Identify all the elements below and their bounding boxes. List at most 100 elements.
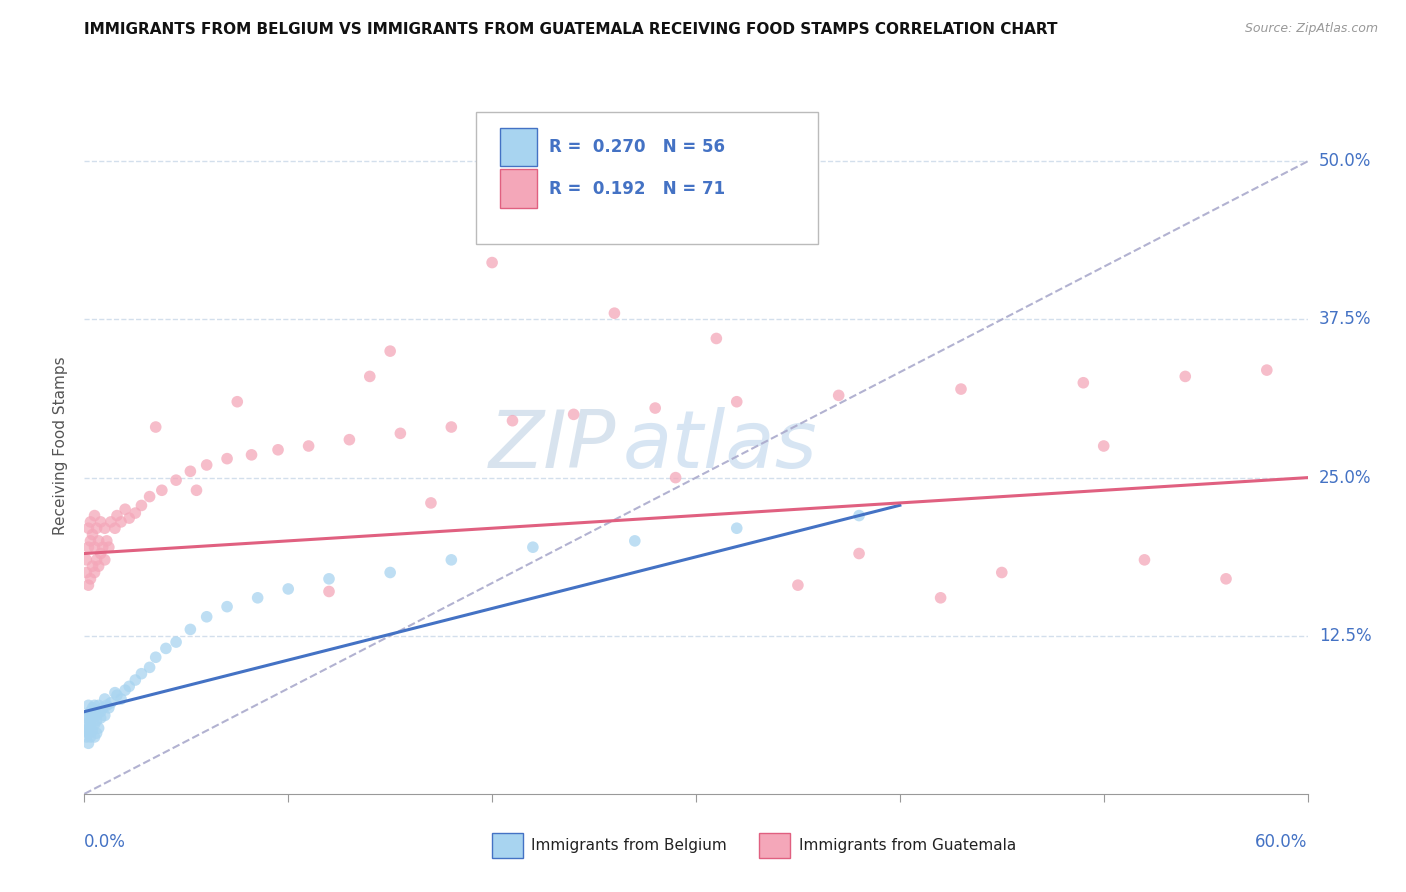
- Point: [318, 584, 340, 599]
- Point: [87, 559, 110, 574]
- Point: [217, 599, 239, 614]
- Point: [929, 591, 952, 605]
- Point: [226, 394, 249, 409]
- Point: [104, 521, 127, 535]
- Point: [179, 623, 201, 637]
- Point: [97, 540, 120, 554]
- Point: [90, 705, 112, 719]
- Point: [150, 483, 173, 498]
- Point: [86, 726, 108, 740]
- Point: [82, 559, 104, 574]
- Point: [138, 660, 160, 674]
- Point: [155, 641, 177, 656]
- Point: [114, 683, 136, 698]
- Point: [1256, 363, 1278, 377]
- Point: [298, 439, 321, 453]
- Point: [75, 566, 97, 580]
- Text: 25.0%: 25.0%: [1319, 468, 1371, 487]
- Text: 60.0%: 60.0%: [1256, 833, 1308, 851]
- Point: [624, 533, 647, 548]
- Point: [725, 394, 748, 409]
- Point: [91, 540, 114, 554]
- FancyBboxPatch shape: [501, 128, 537, 166]
- Point: [105, 688, 128, 702]
- Point: [77, 736, 100, 750]
- Text: 12.5%: 12.5%: [1319, 627, 1371, 645]
- Point: [277, 582, 299, 596]
- Point: [82, 701, 104, 715]
- Point: [87, 698, 110, 713]
- Point: [83, 730, 105, 744]
- Point: [86, 553, 108, 567]
- Point: [114, 502, 136, 516]
- Point: [603, 306, 626, 320]
- Point: [118, 511, 141, 525]
- Text: 50.0%: 50.0%: [1319, 153, 1371, 170]
- Point: [359, 369, 381, 384]
- Point: [440, 553, 463, 567]
- Point: [1174, 369, 1197, 384]
- Point: [83, 717, 105, 731]
- Point: [79, 572, 101, 586]
- FancyBboxPatch shape: [475, 112, 818, 244]
- Point: [82, 723, 104, 738]
- Point: [124, 506, 146, 520]
- Point: [339, 433, 360, 447]
- Point: [83, 566, 105, 580]
- Point: [240, 448, 263, 462]
- Point: [83, 705, 105, 719]
- Text: IMMIGRANTS FROM BELGIUM VS IMMIGRANTS FROM GUATEMALA RECEIVING FOOD STAMPS CORRE: IMMIGRANTS FROM BELGIUM VS IMMIGRANTS FR…: [84, 22, 1057, 37]
- Text: Immigrants from Guatemala: Immigrants from Guatemala: [799, 838, 1017, 853]
- Text: R =  0.270   N = 56: R = 0.270 N = 56: [550, 138, 725, 156]
- Point: [704, 331, 728, 345]
- Text: 0.0%: 0.0%: [84, 833, 127, 851]
- Point: [380, 344, 402, 359]
- Point: [950, 382, 973, 396]
- Point: [440, 420, 463, 434]
- Point: [217, 451, 239, 466]
- FancyBboxPatch shape: [501, 169, 537, 208]
- Point: [90, 515, 112, 529]
- Text: atlas: atlas: [623, 407, 817, 485]
- Point: [522, 540, 544, 554]
- Point: [77, 578, 100, 592]
- Point: [1071, 376, 1094, 390]
- Text: ZIP: ZIP: [489, 407, 616, 485]
- Point: [79, 515, 101, 529]
- Point: [77, 708, 100, 723]
- Point: [86, 521, 108, 535]
- Point: [725, 521, 748, 535]
- Point: [83, 508, 105, 523]
- Point: [93, 521, 115, 535]
- Point: [79, 717, 101, 731]
- Point: [83, 540, 105, 554]
- Point: [380, 566, 402, 580]
- Point: [97, 701, 120, 715]
- Point: [87, 533, 110, 548]
- Point: [481, 255, 503, 269]
- Point: [75, 723, 97, 738]
- Point: [186, 483, 208, 498]
- Point: [79, 730, 101, 744]
- Point: [100, 515, 122, 529]
- Point: [75, 717, 97, 731]
- Point: [848, 508, 870, 523]
- Point: [79, 705, 101, 719]
- Point: [318, 572, 340, 586]
- Point: [79, 714, 101, 728]
- Point: [93, 692, 115, 706]
- Point: [93, 553, 115, 567]
- Point: [1133, 553, 1156, 567]
- Point: [93, 708, 115, 723]
- Point: [77, 721, 100, 735]
- Point: [420, 496, 443, 510]
- Point: [1215, 572, 1237, 586]
- Point: [165, 473, 187, 487]
- Y-axis label: Receiving Food Stamps: Receiving Food Stamps: [53, 357, 69, 535]
- Point: [246, 591, 269, 605]
- Point: [79, 533, 101, 548]
- Point: [100, 696, 122, 710]
- Point: [86, 708, 108, 723]
- Point: [77, 698, 100, 713]
- Point: [104, 686, 127, 700]
